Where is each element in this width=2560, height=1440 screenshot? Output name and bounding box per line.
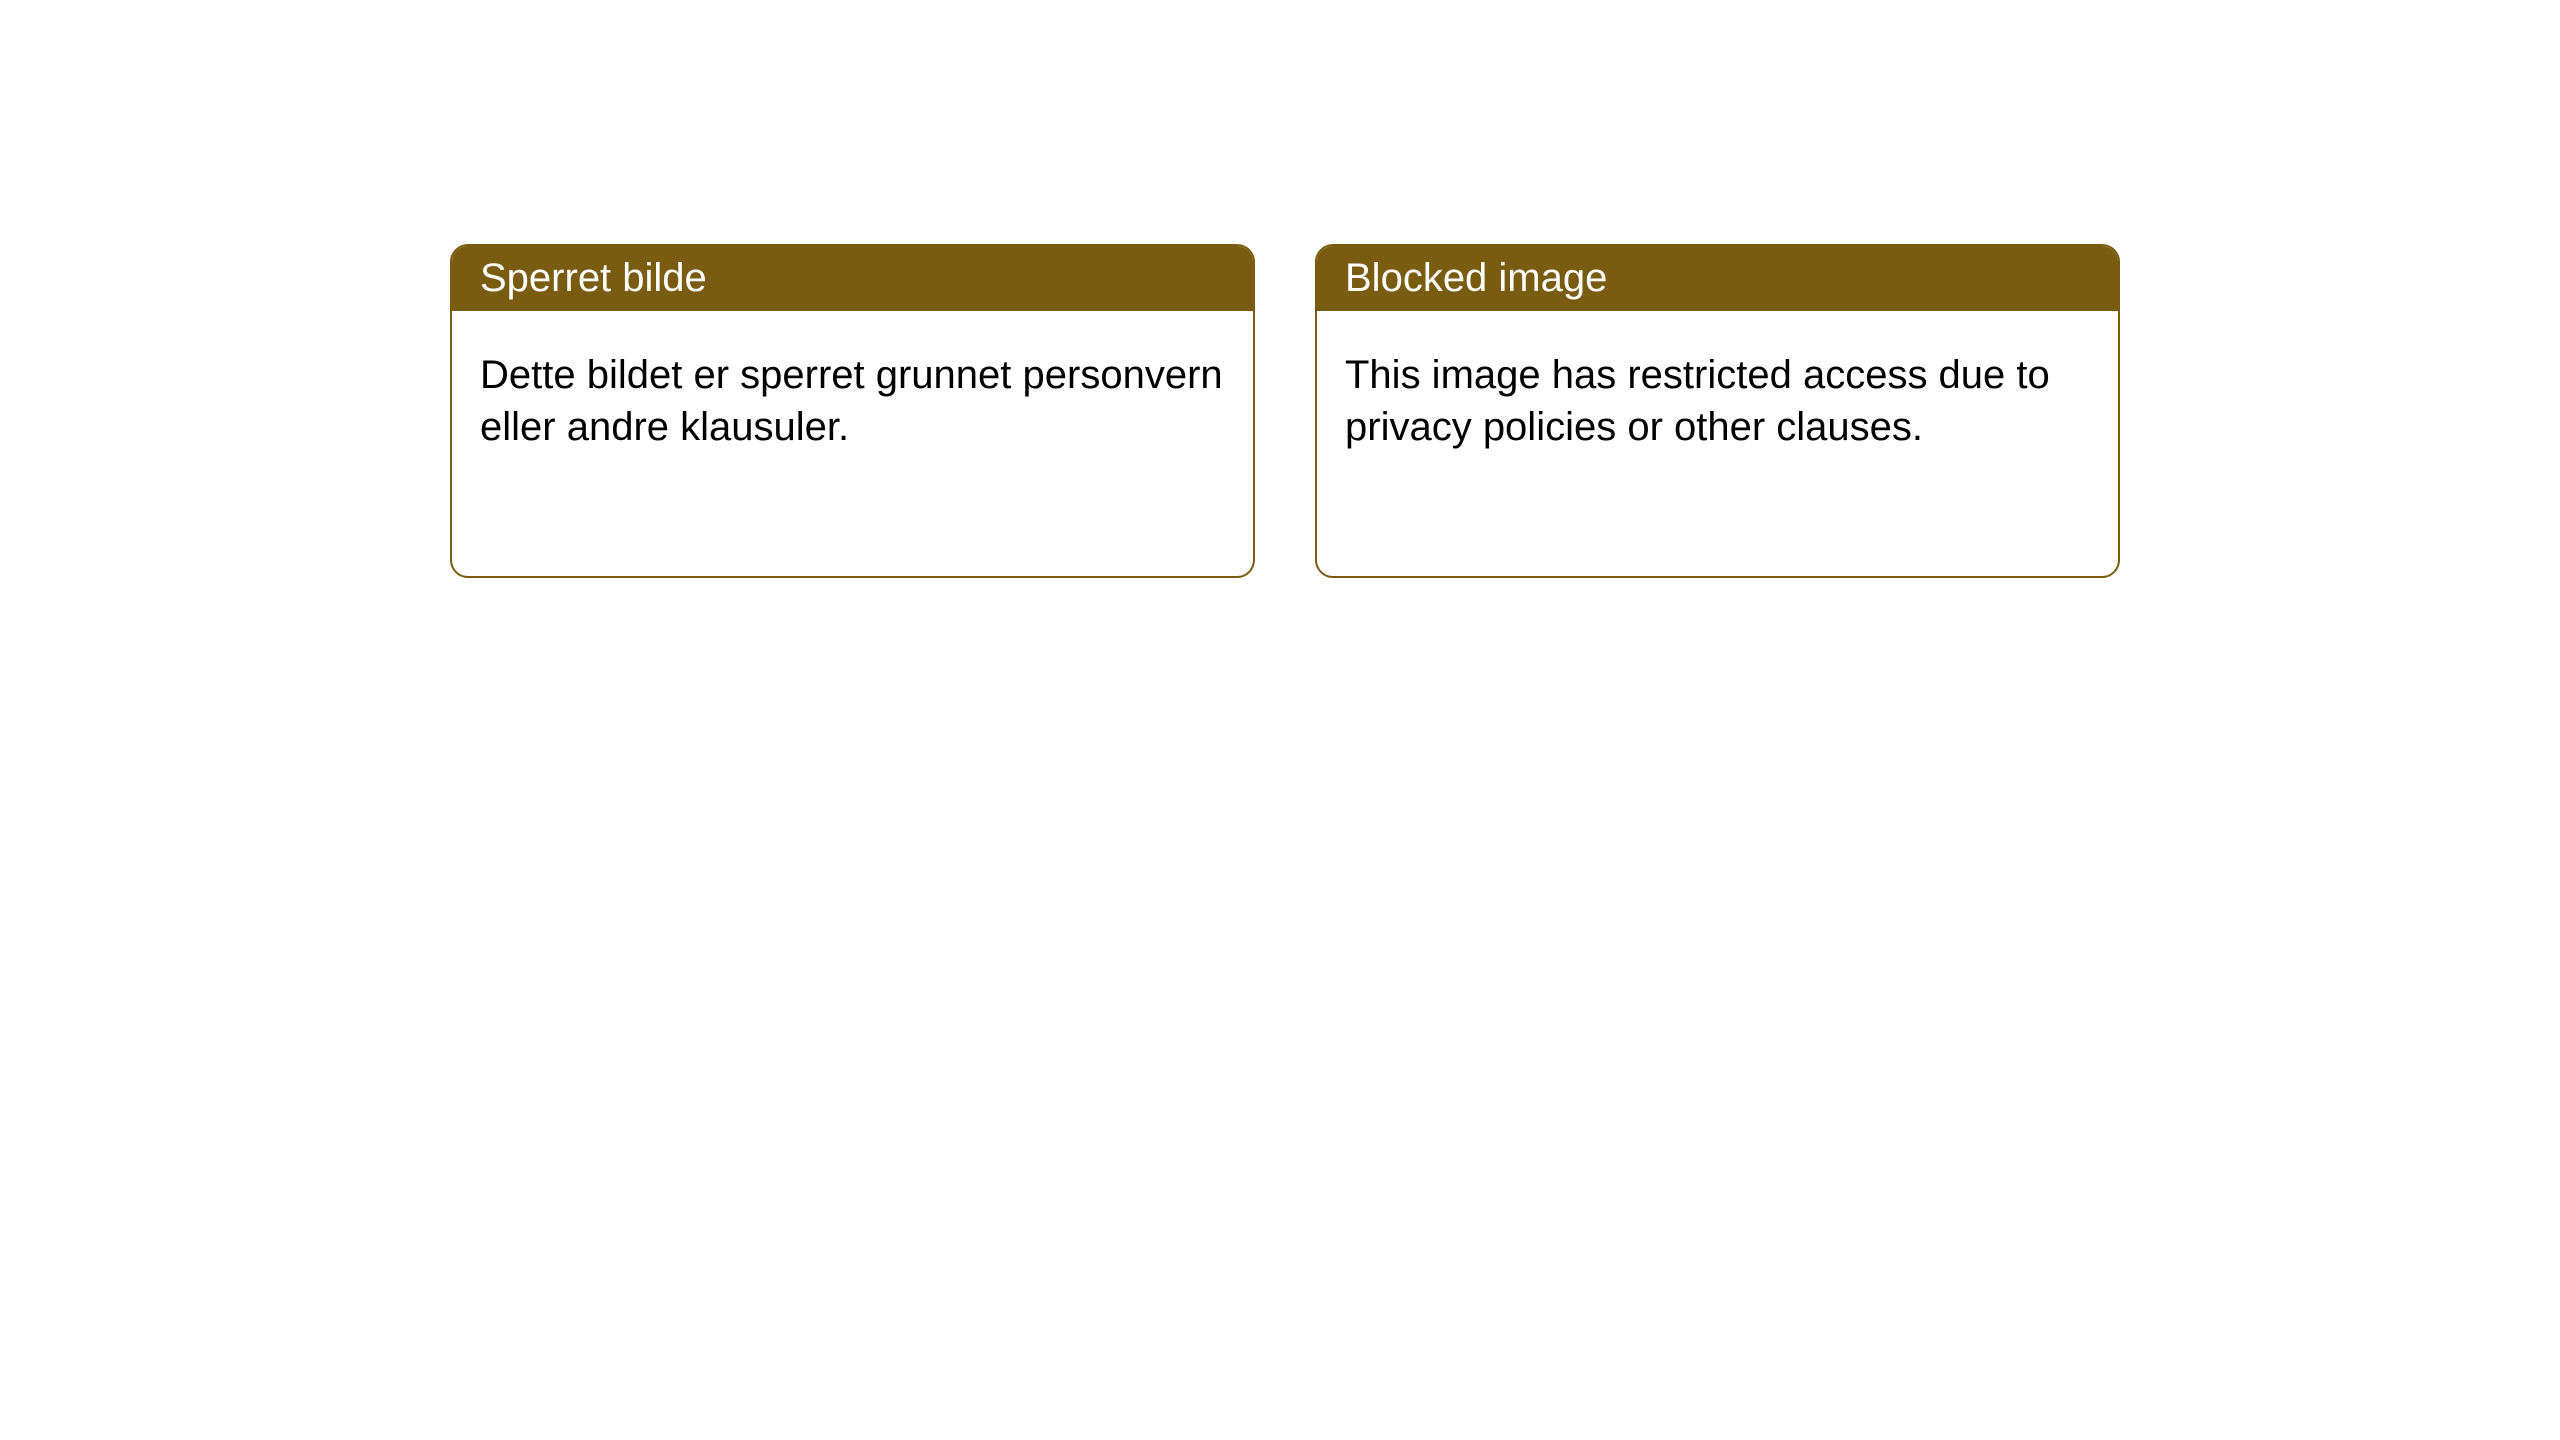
- card-body-no: Dette bildet er sperret grunnet personve…: [452, 311, 1253, 481]
- blocked-image-card-no: Sperret bilde Dette bildet er sperret gr…: [450, 244, 1255, 578]
- card-header-en: Blocked image: [1317, 246, 2118, 311]
- card-title-en: Blocked image: [1345, 256, 1607, 300]
- notice-container: Sperret bilde Dette bildet er sperret gr…: [0, 0, 2560, 578]
- card-header-no: Sperret bilde: [452, 246, 1253, 311]
- card-body-en: This image has restricted access due to …: [1317, 311, 2118, 481]
- blocked-image-card-en: Blocked image This image has restricted …: [1315, 244, 2120, 578]
- card-message-no: Dette bildet er sperret grunnet personve…: [480, 353, 1223, 449]
- card-message-en: This image has restricted access due to …: [1345, 353, 2050, 449]
- card-title-no: Sperret bilde: [480, 256, 707, 300]
